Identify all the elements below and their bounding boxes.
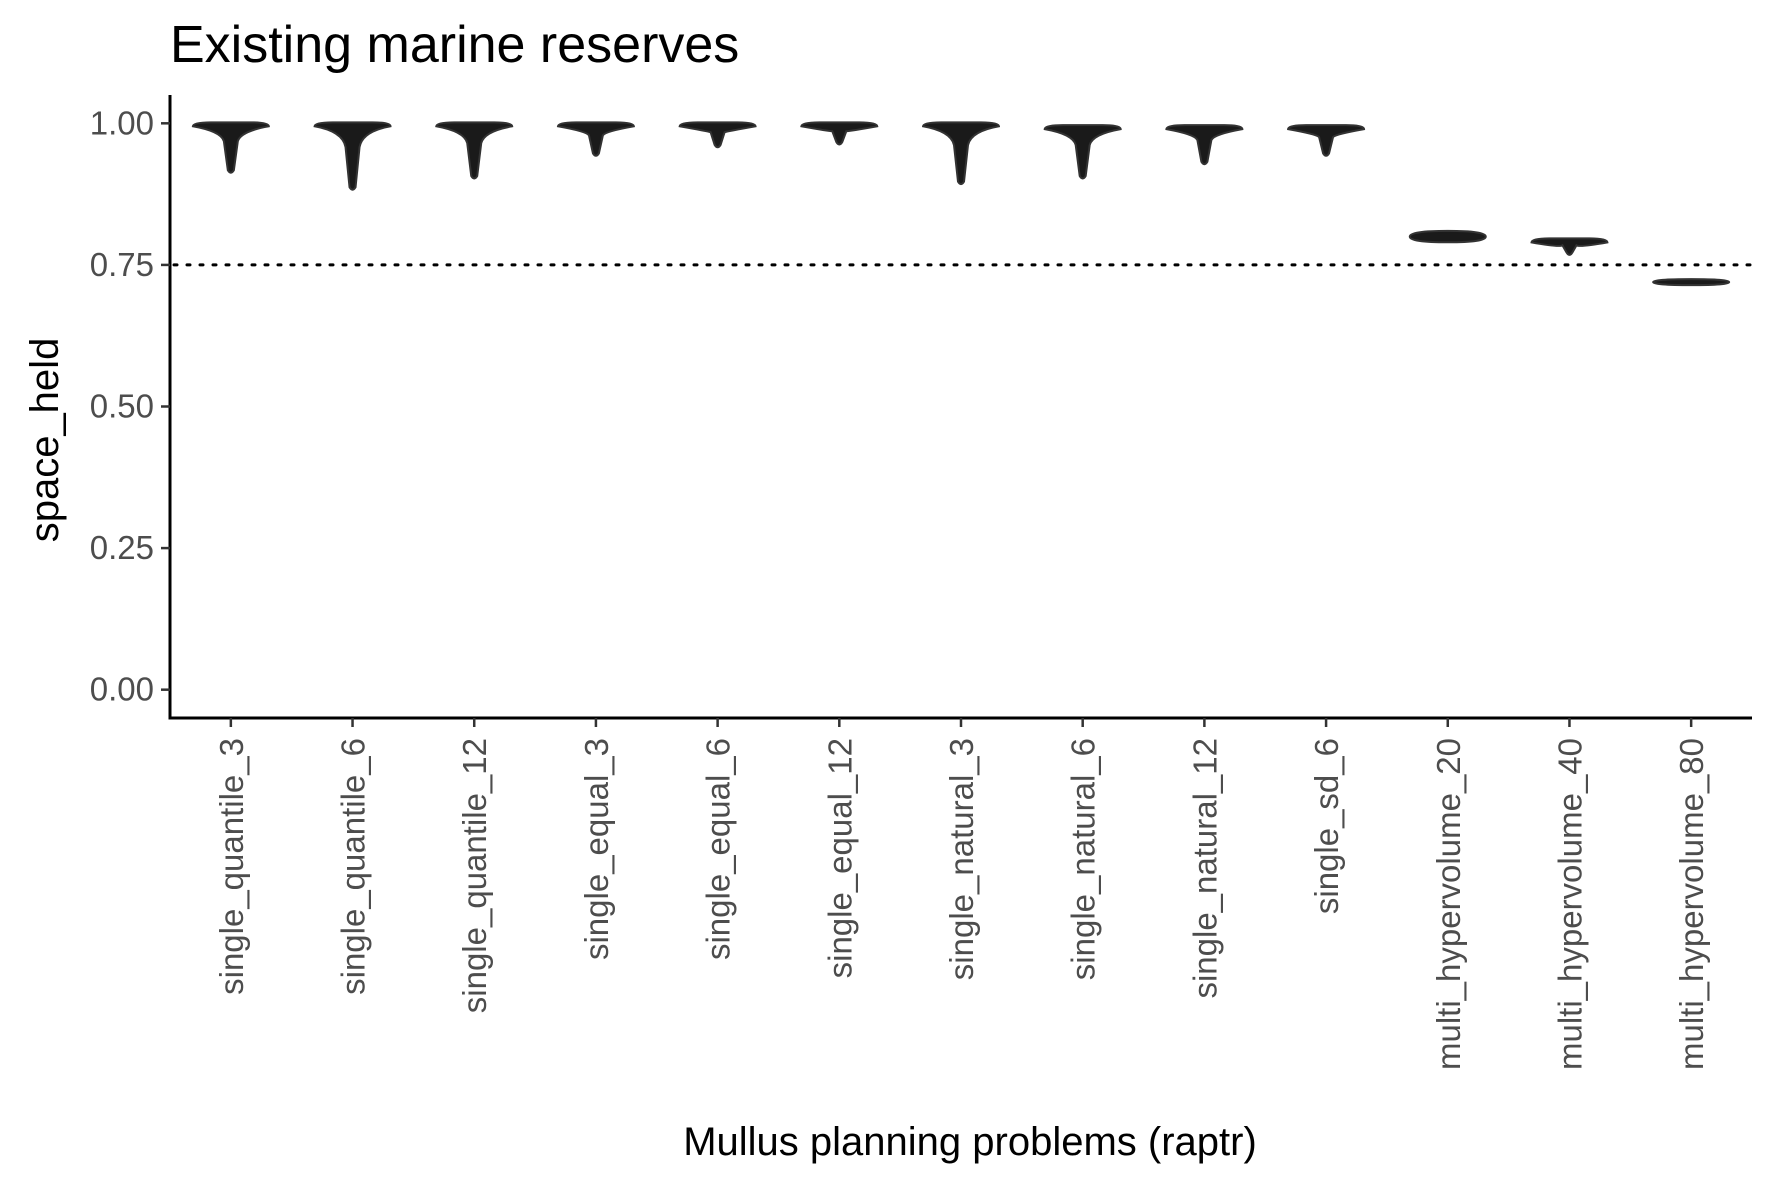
x-tick-label: multi_hypervolume_40 xyxy=(1551,738,1588,1070)
y-tick-label: 0.00 xyxy=(90,671,154,708)
violin-single_quantile_12 xyxy=(435,121,514,180)
x-tick-label: single_equal_3 xyxy=(578,738,615,960)
x-tick-label: single_natural_3 xyxy=(943,738,980,980)
y-tick-label: 0.25 xyxy=(90,529,154,566)
x-tick-label: single_equal_12 xyxy=(821,738,858,978)
chart-title: Existing marine reserves xyxy=(170,16,739,74)
violin-single_natural_12 xyxy=(1165,124,1244,166)
y-axis-title: space_held xyxy=(23,338,67,543)
x-tick-label: single_quantile_3 xyxy=(213,738,250,995)
x-tick-label: multi_hypervolume_20 xyxy=(1430,738,1467,1070)
x-tick-label: single_quantile_12 xyxy=(456,738,493,1013)
violin-single_equal_3 xyxy=(556,121,635,157)
violin-multi_hypervolume_20 xyxy=(1408,229,1487,244)
x-axis-ticks: single_quantile_3 single_quantile_6 single… xyxy=(213,718,1710,1070)
violin-single_sd_6 xyxy=(1287,124,1366,157)
violin-group xyxy=(191,121,1731,287)
violin-multi_hypervolume_40 xyxy=(1530,237,1609,256)
y-tick-label: 0.75 xyxy=(90,246,154,283)
violin-single_quantile_3 xyxy=(191,121,270,174)
violin-single_natural_6 xyxy=(1043,124,1122,180)
y-tick-label: 1.00 xyxy=(90,104,154,141)
y-axis-ticks: 0.00 0.25 0.50 0.75 1.00 xyxy=(90,104,170,708)
violin-single_quantile_6 xyxy=(313,121,392,191)
x-tick-label: single_equal_6 xyxy=(700,738,737,960)
x-tick-label: multi_hypervolume_80 xyxy=(1673,738,1710,1070)
x-tick-label: single_natural_6 xyxy=(1065,738,1102,980)
violin-single_equal_6 xyxy=(678,121,757,149)
violin-multi_hypervolume_80 xyxy=(1652,278,1731,287)
x-tick-label: single_sd_6 xyxy=(1308,738,1345,914)
x-tick-label: single_natural_12 xyxy=(1186,738,1223,999)
x-axis-title: Mullus planning problems (raptr) xyxy=(683,1120,1257,1164)
violin-single_equal_12 xyxy=(800,121,879,146)
y-tick-label: 0.50 xyxy=(90,388,154,425)
x-tick-label: single_quantile_6 xyxy=(335,738,372,995)
violin-single_natural_3 xyxy=(921,121,1001,186)
